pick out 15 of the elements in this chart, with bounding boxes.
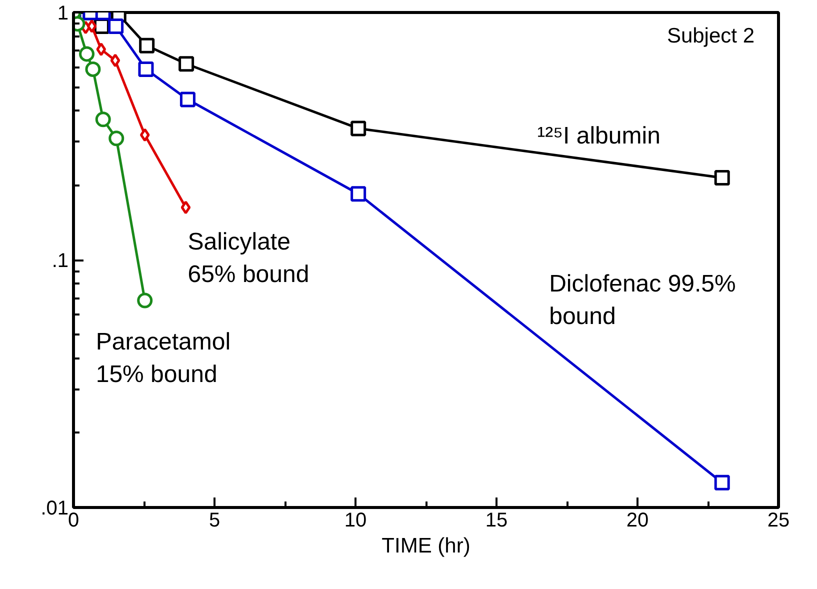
x-tick-label: 15 <box>485 510 508 532</box>
series-label: ¹²⁵I albumin <box>537 122 660 150</box>
x-tick-label: 25 <box>767 510 790 532</box>
x-tick-label: 20 <box>626 510 649 532</box>
x-tick-label: 5 <box>208 510 220 532</box>
series-label: Salicylate 65% bound <box>188 228 310 288</box>
text: Paracetamol 15% bound <box>96 328 231 388</box>
x-axis-title: TIME (hr) <box>382 534 470 558</box>
x-tick-label: 10 <box>344 510 367 532</box>
x-tick-label: 0 <box>68 510 80 532</box>
series-label: Diclofenac 99.5% bound <box>549 270 736 330</box>
y-tick-label: .1 <box>52 250 69 272</box>
annotation: Subject 2 <box>666 24 755 48</box>
y-tick-label: 1 <box>57 2 68 24</box>
y-tick-label: .01 <box>40 498 69 520</box>
